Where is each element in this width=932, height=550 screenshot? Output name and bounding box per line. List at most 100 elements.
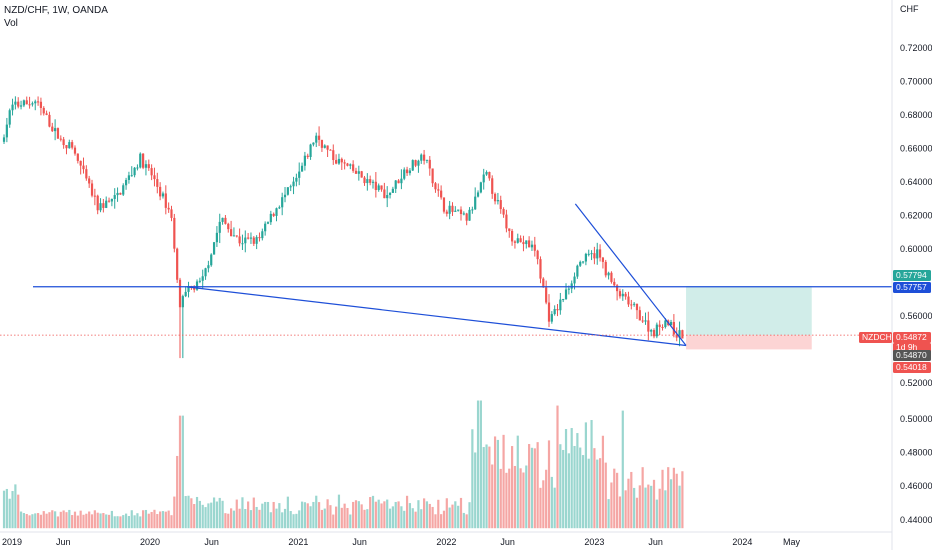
candle-body bbox=[431, 168, 434, 184]
candle-body bbox=[596, 249, 599, 259]
time-tick-label: Jun bbox=[648, 537, 663, 547]
candle-body bbox=[661, 326, 664, 328]
lower-trendline[interactable] bbox=[186, 286, 687, 347]
volume-bar bbox=[204, 507, 207, 529]
candle-body bbox=[562, 299, 565, 301]
candle-body bbox=[22, 100, 25, 106]
symbol-title[interactable]: NZD/CHF, 1W, OANDA bbox=[4, 5, 108, 16]
volume-bar bbox=[536, 442, 539, 529]
candle-body bbox=[440, 190, 443, 198]
drawings[interactable] bbox=[0, 203, 892, 347]
volume-bar bbox=[553, 487, 556, 529]
volume-bar bbox=[417, 500, 420, 529]
volume-bar bbox=[369, 497, 372, 529]
volume-bar bbox=[522, 472, 525, 529]
time-tick-label: 2019 bbox=[2, 537, 22, 547]
volume-bar bbox=[388, 508, 392, 529]
candle-body bbox=[633, 303, 636, 305]
candle-body bbox=[669, 322, 673, 325]
candle-body bbox=[241, 243, 244, 245]
volume-bar bbox=[28, 515, 31, 529]
candle-body bbox=[641, 320, 644, 322]
volume-bar bbox=[440, 514, 443, 529]
candle-body bbox=[468, 209, 471, 221]
volume-bar bbox=[139, 516, 142, 529]
volume-bar bbox=[374, 501, 377, 529]
candle-body bbox=[346, 163, 349, 166]
volume-bar bbox=[335, 506, 338, 529]
candle-body bbox=[170, 209, 173, 218]
candle-body bbox=[434, 183, 437, 190]
candle-body bbox=[232, 235, 236, 237]
volume-bar bbox=[224, 513, 227, 529]
candle-body bbox=[156, 179, 159, 187]
candle-body bbox=[598, 249, 602, 258]
candle-body bbox=[425, 159, 429, 161]
long-position-tool[interactable] bbox=[686, 286, 812, 350]
volume-bar bbox=[255, 506, 258, 529]
volume-bar bbox=[45, 513, 48, 529]
candle-body bbox=[570, 283, 573, 289]
upper-trendline[interactable] bbox=[574, 203, 687, 346]
volume-bar bbox=[8, 498, 11, 529]
candle-body bbox=[207, 265, 210, 269]
candle-body bbox=[105, 200, 108, 208]
candle-body bbox=[34, 101, 37, 104]
volume-bar bbox=[278, 503, 281, 529]
candle-body bbox=[161, 193, 165, 197]
time-tick-label: 2022 bbox=[436, 537, 456, 547]
candle-body bbox=[414, 160, 417, 166]
price-tick-label: 0.60000 bbox=[900, 244, 932, 254]
candle-body bbox=[547, 302, 551, 322]
candle-body bbox=[471, 209, 474, 211]
time-tick-label: 2020 bbox=[140, 537, 160, 547]
candle-body bbox=[187, 285, 190, 292]
volume-bar bbox=[320, 509, 324, 529]
candle-body bbox=[391, 188, 394, 193]
target-zone[interactable] bbox=[686, 286, 812, 336]
candle-body bbox=[264, 223, 267, 232]
time-axis[interactable]: 2019 Jun 2020 Jun 2021 Jun 2022 Jun 2023 Jun 2024 M… bbox=[2, 537, 800, 547]
candle-body bbox=[181, 296, 184, 308]
candle-body bbox=[258, 237, 261, 239]
candle-body bbox=[366, 179, 369, 184]
volume-bar bbox=[667, 467, 670, 529]
candle-body bbox=[601, 257, 605, 262]
candle-body bbox=[215, 232, 219, 243]
candle-body bbox=[573, 276, 576, 284]
time-tick-label: May bbox=[783, 537, 801, 547]
volume-bar bbox=[581, 455, 585, 529]
volume-bar bbox=[550, 476, 553, 529]
candle-body bbox=[502, 209, 505, 215]
candle-body bbox=[204, 268, 207, 277]
volume-bar bbox=[292, 514, 295, 529]
volume-bar bbox=[218, 497, 221, 529]
candle-body bbox=[65, 145, 68, 149]
candle-body bbox=[48, 114, 51, 127]
volume-bar bbox=[289, 511, 292, 529]
stop-zone[interactable] bbox=[686, 335, 812, 350]
volume-bar bbox=[164, 511, 167, 529]
volume-label[interactable]: Vol bbox=[4, 18, 18, 29]
volume-bar bbox=[71, 515, 74, 529]
candle-body bbox=[437, 189, 440, 191]
volume-bar bbox=[459, 497, 463, 529]
candle-body bbox=[377, 185, 380, 190]
time-tick-label: 2023 bbox=[584, 537, 604, 547]
candle-body bbox=[238, 236, 241, 244]
candle-body bbox=[221, 217, 224, 222]
candle-body bbox=[113, 195, 116, 199]
candle-body bbox=[374, 181, 377, 190]
candle-body bbox=[616, 285, 619, 292]
candle-body bbox=[627, 296, 630, 305]
candle-body bbox=[255, 237, 258, 244]
volume-bar bbox=[317, 502, 321, 529]
volume-bar bbox=[652, 479, 656, 529]
volume-bar bbox=[513, 465, 517, 529]
price-axis[interactable]: 0.72000 0.70000 0.68000 0.66000 0.64000 0.620… bbox=[900, 43, 932, 525]
volume-bar bbox=[576, 433, 579, 529]
volume-bar bbox=[227, 513, 230, 529]
volume-bar bbox=[349, 514, 352, 529]
